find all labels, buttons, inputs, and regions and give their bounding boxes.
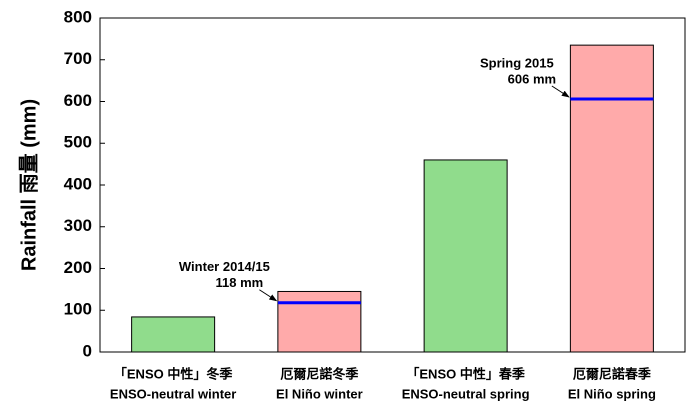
y-tick-label: 800 <box>64 7 92 26</box>
x-tick-label: El Niño winter <box>276 386 363 401</box>
x-tick-label: 厄爾尼諾春季 <box>573 366 651 381</box>
bar <box>569 44 654 353</box>
y-tick-label: 700 <box>64 49 92 68</box>
annotation-arrow <box>259 289 278 302</box>
y-tick-label: 200 <box>64 258 92 277</box>
bar <box>423 159 508 353</box>
annotation: Winter 2014/15 <box>179 259 270 274</box>
annotation: Spring 2015 <box>480 55 554 70</box>
x-tick-label: El Niño spring <box>568 386 656 401</box>
y-tick-label: 500 <box>64 133 92 152</box>
annotation: 118 mm <box>216 275 264 290</box>
y-axis-label: Rainfall 雨量 (mm) <box>17 99 40 271</box>
y-tick-label: 300 <box>64 216 92 235</box>
x-tick-label: ENSO-neutral winter <box>110 386 236 401</box>
x-tick-label: 「ENSO 中性」冬季 <box>114 366 232 381</box>
x-tick-label: 厄爾尼諾冬季 <box>280 366 358 381</box>
y-tick-label: 0 <box>83 341 92 360</box>
x-tick-label: ENSO-neutral spring <box>402 386 530 401</box>
y-tick-label: 400 <box>64 174 92 193</box>
y-tick-label: 100 <box>64 300 92 319</box>
annotation: 606 mm <box>508 71 556 86</box>
annotation-arrow <box>551 85 570 98</box>
bar <box>277 290 362 353</box>
bar <box>131 316 216 353</box>
x-tick-label: 「ENSO 中性」春季 <box>406 366 524 381</box>
y-tick-label: 600 <box>64 91 92 110</box>
